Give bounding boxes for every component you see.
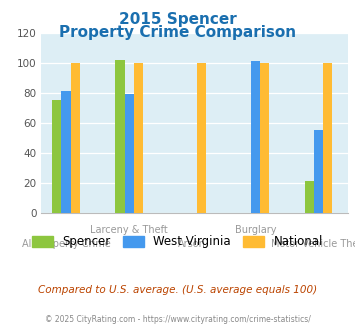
Bar bbox=[125, 94, 134, 213]
Text: Burglary: Burglary bbox=[235, 225, 276, 235]
Bar bbox=[134, 63, 143, 213]
Bar bbox=[115, 60, 125, 213]
Bar bbox=[52, 100, 61, 213]
Text: 2015 Spencer: 2015 Spencer bbox=[119, 12, 236, 26]
Text: © 2025 CityRating.com - https://www.cityrating.com/crime-statistics/: © 2025 CityRating.com - https://www.city… bbox=[45, 315, 310, 324]
Text: Compared to U.S. average. (U.S. average equals 100): Compared to U.S. average. (U.S. average … bbox=[38, 285, 317, 295]
Text: Arson: Arson bbox=[178, 239, 206, 249]
Legend: Spencer, West Virginia, National: Spencer, West Virginia, National bbox=[27, 231, 328, 253]
Bar bbox=[314, 130, 323, 213]
Bar bbox=[305, 182, 314, 213]
Bar bbox=[71, 63, 80, 213]
Text: Property Crime Comparison: Property Crime Comparison bbox=[59, 25, 296, 40]
Bar bbox=[260, 63, 269, 213]
Bar bbox=[61, 91, 71, 213]
Bar bbox=[197, 63, 206, 213]
Text: Motor Vehicle Theft: Motor Vehicle Theft bbox=[271, 239, 355, 249]
Text: Larceny & Theft: Larceny & Theft bbox=[90, 225, 168, 235]
Text: All Property Crime: All Property Crime bbox=[22, 239, 110, 249]
Bar bbox=[323, 63, 332, 213]
Bar bbox=[251, 61, 260, 213]
